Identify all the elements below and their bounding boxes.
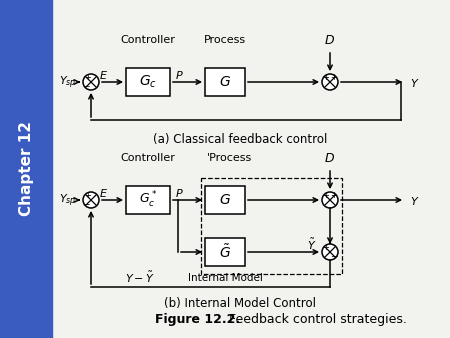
Text: $Y_{sp}$: $Y_{sp}$	[59, 75, 76, 91]
Text: $G$: $G$	[219, 75, 231, 89]
Circle shape	[322, 74, 338, 90]
Text: +: +	[331, 72, 338, 81]
Bar	[126, 186, 170, 214]
Text: Chapter 12: Chapter 12	[18, 121, 33, 217]
Circle shape	[83, 192, 99, 208]
Text: +: +	[85, 191, 91, 199]
Text: $\tilde{G}$: $\tilde{G}$	[219, 243, 231, 261]
Text: Controller: Controller	[121, 153, 176, 163]
Text: $\tilde{Y}$: $\tilde{Y}$	[307, 237, 317, 251]
Text: P: P	[176, 189, 182, 199]
Bar	[201, 178, 342, 274]
Bar	[0, 0, 52, 338]
Text: −: −	[82, 199, 90, 209]
Circle shape	[83, 74, 99, 90]
Text: Controller: Controller	[121, 35, 176, 45]
Text: −: −	[330, 251, 338, 261]
Text: $D$: $D$	[324, 151, 336, 165]
Circle shape	[322, 192, 338, 208]
Bar	[205, 186, 245, 214]
Text: $G_c^*$: $G_c^*$	[139, 190, 157, 210]
Text: $Y - \tilde{Y}$: $Y - \tilde{Y}$	[125, 269, 155, 285]
Bar	[126, 68, 170, 96]
Text: +: +	[331, 191, 338, 199]
Text: Process: Process	[204, 35, 246, 45]
Text: +: +	[85, 72, 91, 81]
Text: −: −	[82, 81, 90, 91]
Bar	[205, 238, 245, 266]
Text: (a) Classical feedback control: (a) Classical feedback control	[153, 134, 327, 146]
Text: Internal Model: Internal Model	[188, 273, 262, 283]
Text: E: E	[99, 71, 107, 81]
Text: $G$: $G$	[219, 193, 231, 207]
Text: $G_c$: $G_c$	[139, 74, 157, 90]
Text: +: +	[323, 242, 329, 251]
Text: $Y$: $Y$	[410, 77, 420, 89]
Text: Feedback control strategies.: Feedback control strategies.	[217, 314, 407, 327]
Text: +: +	[323, 72, 329, 81]
Text: P: P	[176, 71, 182, 81]
Text: Figure 12.2.: Figure 12.2.	[155, 314, 240, 327]
Bar	[205, 68, 245, 96]
Text: +: +	[323, 191, 329, 199]
Text: (b) Internal Model Control: (b) Internal Model Control	[164, 296, 316, 310]
Text: $Y$: $Y$	[410, 195, 420, 207]
Text: 'Process: 'Process	[207, 153, 252, 163]
Circle shape	[322, 244, 338, 260]
Text: $Y_{sp}$: $Y_{sp}$	[59, 193, 76, 209]
Text: $D$: $D$	[324, 33, 336, 47]
Text: E: E	[99, 189, 107, 199]
